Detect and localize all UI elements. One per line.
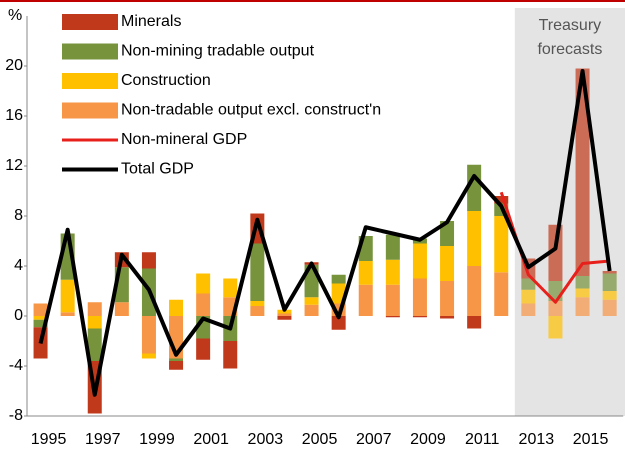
x-tick-label: 2011	[465, 431, 500, 448]
bar-segment	[467, 316, 482, 329]
bar-segment	[304, 304, 319, 316]
bar-segment	[385, 316, 400, 318]
x-tick-label: 1995	[31, 431, 67, 448]
bar-segment	[548, 301, 563, 316]
bar-segment	[223, 341, 238, 369]
bar-segment	[60, 279, 75, 313]
forecast-shade	[514, 8, 625, 416]
legend-label: Non-mining tradable output	[121, 43, 315, 60]
bar-segment	[494, 272, 509, 316]
legend-swatch	[62, 73, 118, 89]
x-tick-label: 2007	[356, 431, 392, 448]
bar-segment	[60, 312, 75, 316]
bar-segment	[33, 319, 48, 328]
y-tick-label: 16	[5, 107, 23, 124]
x-tick-label: 2009	[410, 431, 446, 448]
y-tick-label: -4	[9, 357, 23, 374]
bar-segment	[412, 278, 427, 316]
bar-segment	[575, 288, 590, 298]
bar-segment	[385, 234, 400, 260]
legend-label: Non-tradable output excl. construct'n	[121, 102, 381, 119]
bar-segment	[250, 306, 265, 316]
x-tick-label: 1999	[139, 431, 175, 448]
bar-segment	[494, 216, 509, 273]
bar-segment	[196, 273, 211, 294]
bar-segment	[602, 299, 617, 316]
line-series	[38, 69, 612, 397]
bar-segment	[575, 276, 590, 289]
x-tick-label: 2013	[519, 431, 555, 448]
bar-segment	[196, 338, 211, 360]
top-rule	[0, 0, 625, 2]
bar-segment	[358, 261, 373, 285]
bar-segment	[521, 289, 536, 304]
x-tick-label: 2001	[193, 431, 229, 448]
bar-segment	[412, 243, 427, 279]
bar-segment	[575, 297, 590, 316]
bar-segment	[467, 164, 482, 211]
legend-label: Minerals	[121, 13, 181, 30]
bar-segment	[358, 284, 373, 316]
y-tick-label: 20	[5, 57, 23, 74]
x-tick-label: 2015	[573, 431, 609, 448]
bar-segment	[114, 302, 129, 316]
bar-segment	[412, 316, 427, 318]
bar-segment	[141, 252, 156, 269]
legend-label: Construction	[121, 72, 211, 89]
bar-segment	[304, 297, 319, 305]
x-tick-label: 2005	[302, 431, 338, 448]
bar-segment	[87, 316, 102, 329]
bar-segment	[250, 243, 265, 301]
legend-label: Total GDP	[121, 161, 194, 178]
bar-segment	[440, 316, 455, 319]
bar-segment	[440, 246, 455, 281]
bar-segment	[87, 302, 102, 316]
legend-swatch	[62, 43, 118, 60]
x-tick-label: 2003	[248, 431, 284, 448]
bar-segment	[602, 271, 617, 274]
bar-segment	[331, 274, 346, 284]
bar-segment	[385, 284, 400, 316]
bar-segment	[196, 293, 211, 316]
bar-segment	[331, 283, 346, 304]
bar-segment	[223, 278, 238, 298]
bar-segment	[440, 221, 455, 246]
x-tick-label: 1997	[85, 431, 121, 448]
bar-segment	[494, 196, 509, 204]
bar-segment	[169, 361, 184, 370]
bar-segment	[467, 211, 482, 266]
bar-segment	[548, 316, 563, 339]
y-tick-label: 0	[14, 307, 23, 324]
bar-segment	[331, 316, 346, 330]
bar-segment	[33, 316, 48, 320]
bar-segment	[385, 259, 400, 285]
bar-segment	[141, 316, 156, 354]
y-axis-label: %	[8, 7, 22, 24]
bar-segment	[169, 299, 184, 316]
background-layer	[514, 8, 625, 416]
bar-segment	[87, 328, 102, 361]
bar-segment	[521, 278, 536, 290]
bar-segment	[602, 273, 617, 291]
y-tick-label: 4	[14, 257, 23, 274]
y-tick-label: 8	[14, 207, 23, 224]
bar-segment	[169, 358, 184, 361]
y-tick-label: 12	[5, 157, 23, 174]
forecast-label: Treasury forecasts	[537, 17, 602, 58]
bar-segment	[602, 291, 617, 300]
bar-segment	[33, 303, 48, 316]
bar-segment	[277, 316, 292, 320]
bar-segment	[440, 281, 455, 316]
bar-segment	[575, 68, 590, 276]
bar-segment	[277, 313, 292, 316]
legend-label: Non-mineral GDP	[121, 131, 247, 148]
bar-segment	[521, 303, 536, 316]
bar-segment	[141, 353, 156, 359]
legend-swatch	[62, 14, 118, 30]
bar-segment	[467, 266, 482, 316]
legend-swatch	[62, 102, 118, 119]
bar-segment	[250, 301, 265, 306]
y-tick-label: -8	[9, 407, 23, 424]
